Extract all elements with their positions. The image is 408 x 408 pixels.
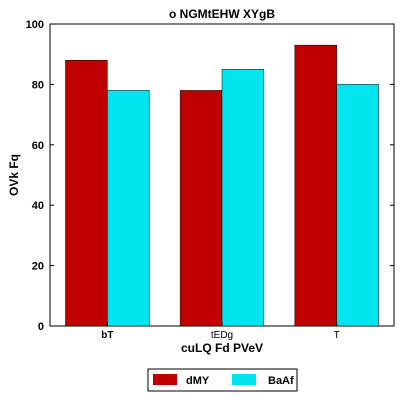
chart-title: o NGMtEHW XYgB — [169, 7, 275, 21]
bar-dmy-bt — [65, 59, 108, 327]
legend-swatch-dmy — [153, 374, 177, 385]
legend-box — [147, 368, 298, 392]
bars — [65, 44, 379, 327]
legend-label-dmy: dMY — [186, 375, 210, 387]
bar-baaf-bt — [107, 90, 150, 327]
bar-baaf-t — [336, 84, 379, 327]
x-axis: bT tEDg T — [101, 322, 340, 341]
legend-swatch-baaf — [232, 374, 256, 385]
y-tick-label: 60 — [32, 140, 44, 152]
legend: dMY BaAf — [147, 368, 298, 392]
y-axis: 0 20 40 60 80 100 — [26, 19, 394, 333]
x-tick-label: bT — [101, 330, 113, 341]
bar-dmy-t — [294, 44, 337, 327]
x-axis-label: cuLQ Fd PVeV — [181, 341, 263, 355]
x-tick-label: tEDg — [211, 330, 233, 341]
legend-label-baaf: BaAf — [268, 375, 294, 387]
bar-dmy-tedg — [179, 90, 223, 327]
y-tick-label: 80 — [32, 79, 44, 91]
x-tick-label: T — [334, 330, 340, 341]
y-tick-label: 40 — [32, 200, 44, 212]
y-tick-label: 20 — [32, 261, 44, 273]
bar-baaf-tedg — [221, 69, 265, 327]
y-tick-label: 100 — [26, 19, 44, 31]
y-tick-label: 0 — [38, 321, 44, 333]
y-axis-label: OVk Fq — [7, 154, 21, 196]
